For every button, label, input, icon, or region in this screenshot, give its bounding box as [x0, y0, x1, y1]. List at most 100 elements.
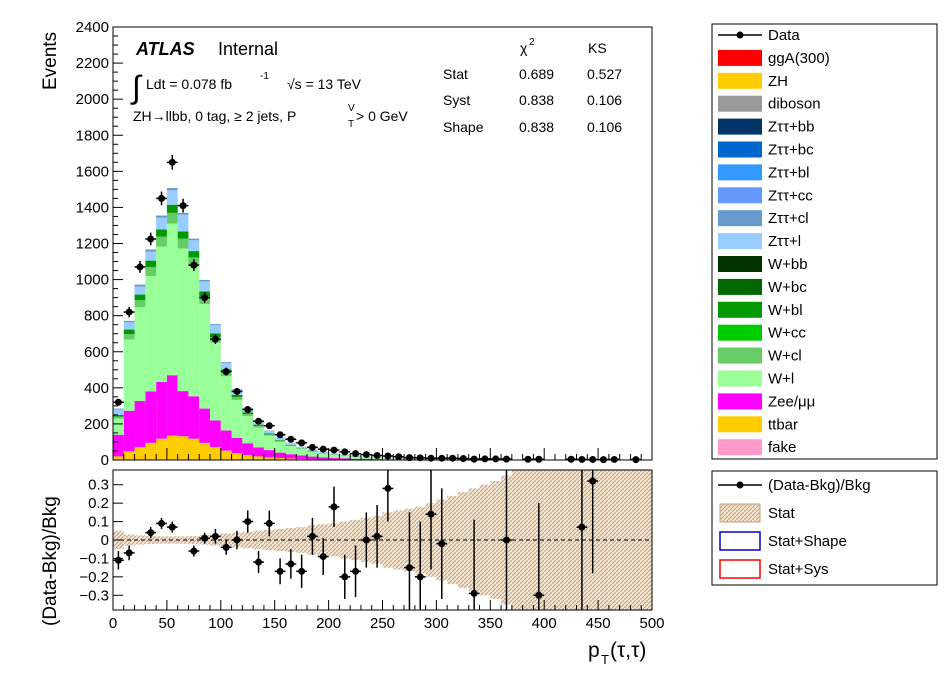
- x-axis-label: p T (τ,τ): [588, 639, 646, 667]
- stack-bar: [232, 438, 243, 453]
- x-tick-label: 400: [532, 615, 557, 632]
- stack-bar: [178, 215, 189, 232]
- stack-bar: [167, 224, 178, 376]
- legend-swatch: [718, 371, 762, 387]
- data-point: [233, 388, 240, 395]
- ratio-point: [126, 549, 133, 556]
- x-label-sub: T: [601, 652, 609, 667]
- stack-bar: [156, 218, 167, 230]
- stats-row-label: Stat: [443, 66, 468, 82]
- data-point: [136, 263, 143, 270]
- legend-swatch: [718, 256, 762, 272]
- ratio-point: [287, 560, 294, 567]
- x-tick-label: 500: [639, 615, 664, 632]
- data-point: [525, 456, 532, 463]
- energy-label: √s = 13 TeV: [287, 76, 362, 92]
- stack-bar: [253, 456, 264, 460]
- stack-bar: [124, 322, 135, 329]
- stack-bar: [285, 454, 296, 458]
- stack-bar: [113, 409, 124, 410]
- x-label-tail: (τ,τ): [610, 639, 646, 662]
- region-sup: V: [348, 103, 355, 114]
- legend-swatch: [718, 210, 762, 226]
- data-point: [471, 456, 478, 463]
- stack-bar: [145, 249, 156, 251]
- ratio-point: [115, 557, 122, 564]
- ratio-point: [417, 573, 424, 580]
- stack-bar: [232, 453, 243, 460]
- stack-bar: [178, 436, 189, 460]
- data-point: [568, 456, 575, 463]
- data-point: [395, 453, 402, 460]
- stack-bar: [264, 431, 275, 434]
- data-point: [126, 309, 133, 316]
- x-tick-label: 300: [424, 615, 449, 632]
- stack-bar: [124, 334, 135, 339]
- ratio-point: [266, 520, 273, 527]
- legend-label: W+cl: [768, 348, 802, 365]
- data-point: [298, 439, 305, 446]
- y-tick-label: 2200: [76, 55, 109, 72]
- y-tick-label: 0.2: [88, 495, 109, 512]
- ratio-point: [212, 533, 219, 540]
- ratio-point: [190, 548, 197, 555]
- stack-bar: [296, 449, 307, 450]
- chi2-header: χ: [520, 40, 528, 56]
- data-point: [492, 455, 499, 462]
- y-tick-label: 0: [101, 532, 109, 549]
- stack-bar: [296, 455, 307, 458]
- data-point: [244, 406, 251, 413]
- stack-bar: [188, 439, 199, 460]
- stack-bar: [264, 436, 275, 450]
- stack-bar: [156, 247, 167, 382]
- legend-label: diboson: [768, 96, 821, 113]
- chi2-header-exp: 2: [529, 37, 535, 48]
- y-tick-label: 0.1: [88, 514, 109, 531]
- y-tick-label: 400: [84, 380, 109, 397]
- stack-bar: [350, 457, 361, 459]
- legend-label: ttbar: [768, 416, 798, 433]
- ratio-point: [330, 503, 337, 510]
- stacked-bars: [113, 188, 620, 460]
- stack-bar: [199, 443, 210, 460]
- integral-symbol: ∫: [130, 69, 143, 105]
- y-tick-label: 1400: [76, 199, 109, 216]
- stack-bar: [135, 300, 146, 307]
- stack-bar: [210, 325, 221, 333]
- data-point: [255, 418, 262, 425]
- x-tick-label: 450: [586, 615, 611, 632]
- legend-swatch: [718, 393, 762, 409]
- data-point: [115, 399, 122, 406]
- data-point: [212, 336, 219, 343]
- legend-swatch: [718, 187, 762, 203]
- x-tick-label: 100: [208, 615, 233, 632]
- ratio-point: [578, 524, 585, 531]
- ratio-point: [535, 592, 542, 599]
- stack-bar: [167, 190, 178, 204]
- data-point: [201, 294, 208, 301]
- legend-label: ZH: [768, 73, 788, 90]
- legend-label: Zττ+bb: [768, 119, 814, 136]
- data-point: [460, 455, 467, 462]
- ratio-point: [428, 511, 435, 518]
- stack-bar: [124, 330, 135, 335]
- stack-bar: [113, 435, 124, 457]
- legend-swatch: [718, 73, 762, 89]
- stack-bar: [329, 458, 340, 460]
- stats-row-chi2: 0.838: [519, 92, 554, 108]
- stack-bar: [167, 213, 178, 224]
- legend-label: fake: [768, 439, 796, 456]
- stack-bar: [221, 376, 232, 430]
- data-point: [223, 368, 230, 375]
- stack-bar: [113, 417, 124, 419]
- stats-row-ks: 0.106: [587, 92, 622, 108]
- stack-bar: [156, 237, 167, 247]
- y-tick-label: 800: [84, 308, 109, 325]
- stack-bar: [296, 449, 307, 455]
- stack-bar: [113, 456, 124, 460]
- legend-swatch: [718, 233, 762, 249]
- lumi-label: Ldt = 0.078 fb: [146, 76, 232, 92]
- ratio-point: [244, 518, 251, 525]
